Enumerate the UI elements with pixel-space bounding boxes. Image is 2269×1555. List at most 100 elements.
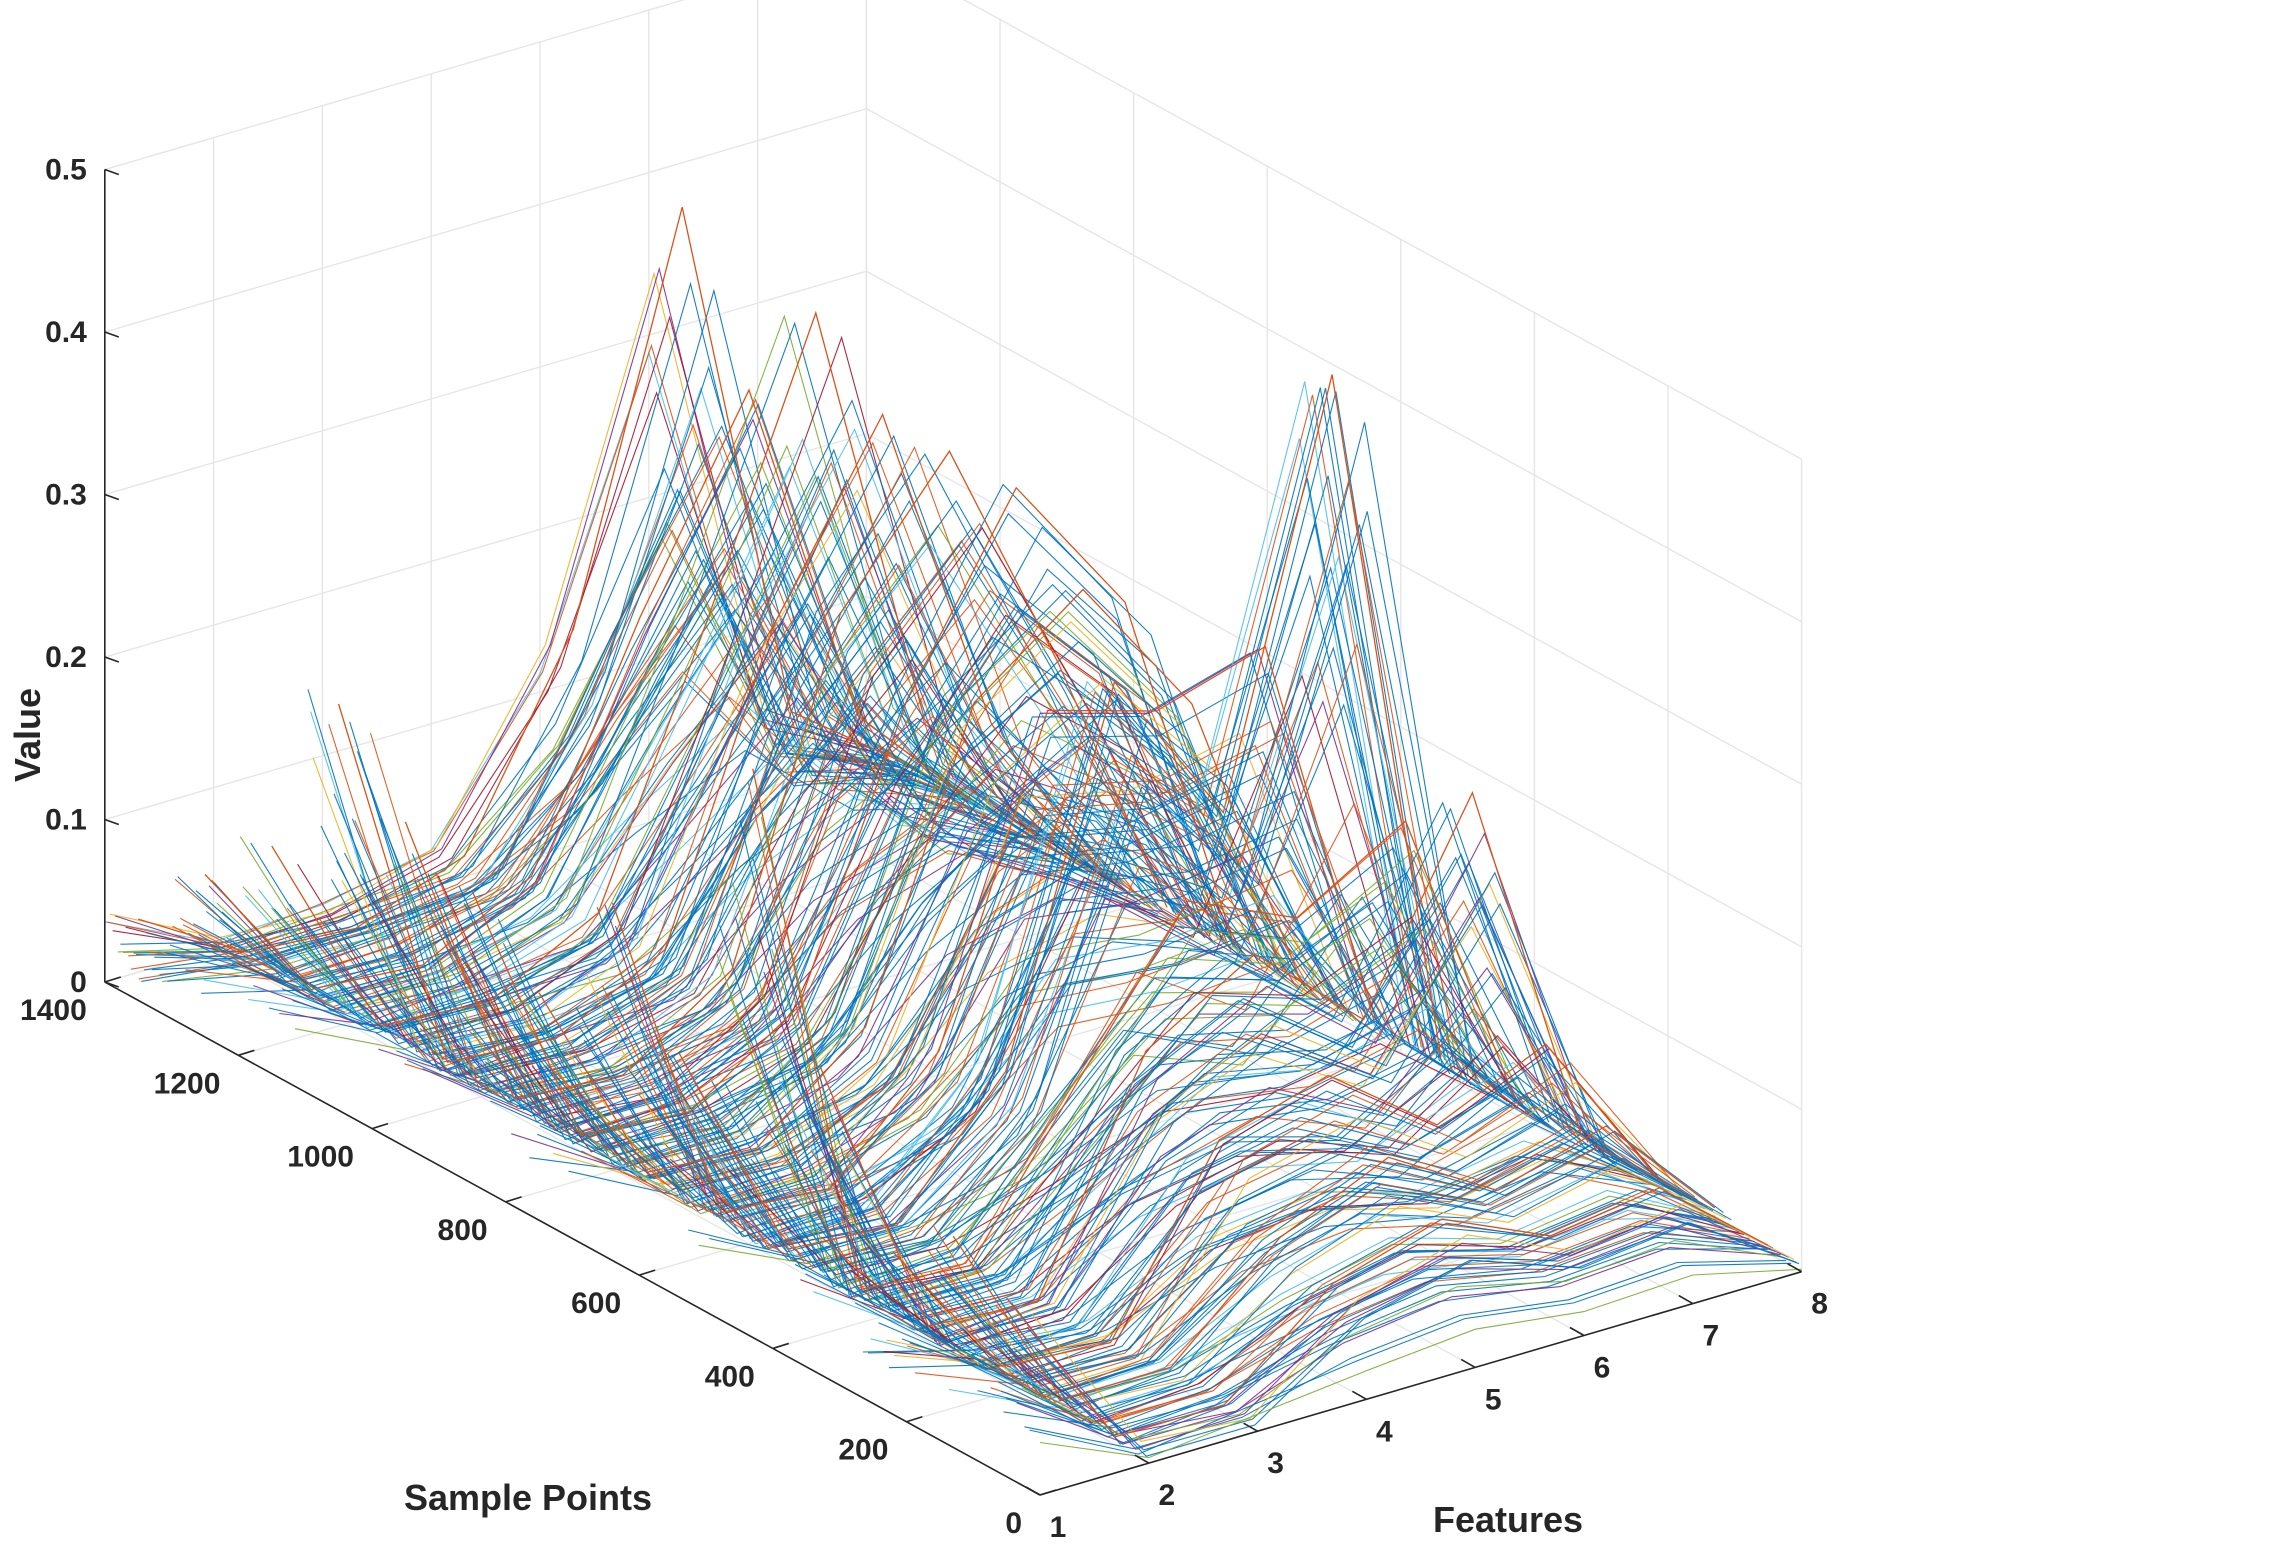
y-tick-label: 1400 <box>20 994 87 1027</box>
y-gridline <box>639 239 1402 1276</box>
series-line <box>388 715 1151 1092</box>
z-tick-label: 0.4 <box>45 316 87 349</box>
peak-series-line <box>471 486 1235 1137</box>
series-line <box>536 883 1300 1179</box>
z-tick <box>104 981 120 988</box>
x-tick <box>1787 1263 1802 1273</box>
series-line <box>1003 1248 1766 1429</box>
series-line <box>1026 1208 1789 1450</box>
series-line <box>461 614 1224 1136</box>
y-tick <box>505 1196 522 1203</box>
x-tick-label: 5 <box>1485 1383 1502 1416</box>
series-line <box>682 391 1446 1262</box>
series-line <box>248 738 1010 1016</box>
peak-series-line <box>892 1043 1656 1367</box>
series-line <box>487 788 1250 1149</box>
peak-series-line <box>1006 1187 1769 1438</box>
series-line <box>914 1175 1677 1386</box>
x-tick <box>1025 1486 1041 1496</box>
series-line <box>526 621 1289 1168</box>
z-tick <box>104 168 120 176</box>
x-tick <box>1134 1454 1150 1464</box>
series-line <box>273 475 1037 1031</box>
x-tick-label: 7 <box>1702 1320 1719 1353</box>
series-line <box>966 1201 1729 1406</box>
y-tick <box>1039 1489 1057 1496</box>
x-tick-label: 1 <box>1050 1511 1067 1544</box>
series-line <box>888 1171 1651 1369</box>
series-line <box>1010 1190 1774 1445</box>
series-line <box>922 1081 1685 1395</box>
y-tick-label: 0 <box>1005 1507 1022 1540</box>
z-gridline <box>104 595 1802 1110</box>
series-line <box>385 543 1149 1092</box>
y-axis-label: Sample Points <box>404 1477 652 1518</box>
series-line <box>688 893 1451 1258</box>
series-line <box>364 499 1128 1075</box>
series-line <box>289 448 1052 1045</box>
series-line <box>1016 1246 1779 1444</box>
series-line <box>940 1147 1703 1396</box>
x-tick-label: 2 <box>1158 1479 1175 1512</box>
x-axis-line <box>1039 1270 1802 1496</box>
z-tick-label: 0.5 <box>45 154 87 187</box>
series-line <box>974 1209 1737 1413</box>
peak-series-line <box>271 310 1034 1027</box>
series-line <box>229 552 992 1012</box>
peak-series-line <box>138 206 901 953</box>
series-layer <box>104 206 1802 1459</box>
series-line <box>1013 1216 1776 1445</box>
series-line <box>174 435 937 974</box>
series-line <box>523 611 1287 1164</box>
peak-series-line <box>337 412 1101 1063</box>
series-line <box>727 1043 1490 1276</box>
y-tick-label: 200 <box>838 1434 888 1467</box>
series-line <box>690 703 1454 1255</box>
peak-series-line <box>752 768 1516 1291</box>
series-line <box>502 568 1266 1165</box>
series-line <box>984 1189 1748 1420</box>
x-tick <box>1678 1294 1694 1305</box>
series-line <box>919 1127 1683 1379</box>
series-line <box>987 1220 1750 1423</box>
z-tick-label: 0 <box>70 966 87 999</box>
x-tick <box>1243 1422 1258 1432</box>
series-line <box>703 642 1467 1268</box>
series-line <box>1034 1221 1797 1451</box>
y-tick-label: 1000 <box>287 1141 354 1174</box>
series-line <box>859 1061 1623 1349</box>
axes-layer: 12345678020040060080010001200140000.10.2… <box>20 154 1828 1544</box>
series-line <box>159 558 922 976</box>
x-tick-label: 8 <box>1811 1288 1828 1321</box>
peak-series-line <box>611 645 1375 1214</box>
series-line <box>724 993 1487 1288</box>
series-line <box>180 547 943 979</box>
y-gridline <box>104 0 868 983</box>
series-line <box>846 902 1610 1351</box>
y-gridline <box>505 166 1268 1203</box>
peak-series-line <box>678 374 1442 1250</box>
series-line <box>661 523 1425 1239</box>
series-line <box>333 532 1096 1060</box>
y-tick-label: 800 <box>438 1214 488 1247</box>
series-line <box>424 790 1188 1115</box>
series-line <box>242 444 1005 1009</box>
series-line <box>734 900 1498 1283</box>
x-tick <box>1569 1326 1585 1337</box>
z-tick-label: 0.1 <box>45 804 87 837</box>
y-tick <box>104 976 122 983</box>
series-line <box>818 925 1581 1330</box>
series-line <box>630 732 1394 1226</box>
series-line <box>190 609 953 991</box>
series-line <box>508 583 1271 1155</box>
series-line <box>1031 1202 1795 1443</box>
series-line <box>898 1082 1662 1368</box>
series-line <box>810 900 1573 1320</box>
series-line <box>943 1170 1706 1399</box>
series-line <box>1005 1241 1768 1436</box>
series-line <box>419 786 1182 1111</box>
z-tick <box>104 818 120 826</box>
z-gridline <box>104 0 1802 460</box>
series-line <box>951 1155 1714 1402</box>
